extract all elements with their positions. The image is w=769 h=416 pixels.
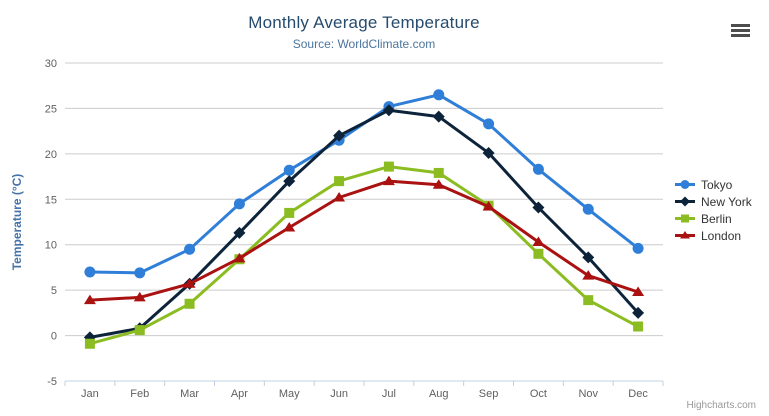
data-point[interactable] <box>382 104 395 117</box>
data-point[interactable] <box>83 294 96 305</box>
x-axis: Jan Feb Mar Apr May Jun Jul Aug Sep Oct Nov Dec <box>64 380 664 400</box>
x-tick-label: Dec <box>628 388 648 400</box>
legend-item-tokyo[interactable]: Tokyo <box>674 176 752 193</box>
data-point[interactable] <box>383 161 394 172</box>
series-tokyo <box>84 89 644 279</box>
legend-item-label: New York <box>701 194 752 209</box>
data-point[interactable] <box>134 325 145 336</box>
x-tick-label: Feb <box>130 388 149 400</box>
data-point[interactable] <box>84 338 95 349</box>
data-point[interactable] <box>233 226 246 239</box>
x-tick-label: Aug <box>429 388 449 400</box>
y-tick-label: 15 <box>45 194 57 206</box>
data-point[interactable] <box>382 175 395 186</box>
data-point[interactable] <box>483 118 495 130</box>
data-point[interactable] <box>583 295 594 306</box>
hamburger-icon <box>731 24 750 37</box>
legend-item-label: Berlin <box>701 211 732 226</box>
data-point[interactable] <box>633 321 644 332</box>
legend-item-london[interactable]: London <box>674 227 752 244</box>
series-london <box>83 175 645 305</box>
data-point[interactable] <box>184 243 196 255</box>
data-point[interactable] <box>532 236 545 246</box>
data-point[interactable] <box>283 164 295 176</box>
y-tick-label: 5 <box>51 285 57 297</box>
legend-symbol <box>680 180 690 189</box>
data-point[interactable] <box>632 286 645 296</box>
data-point[interactable] <box>233 198 245 210</box>
data-point[interactable] <box>632 242 644 254</box>
y-tick-label: 25 <box>45 103 57 115</box>
y-tick-label: 30 <box>45 58 57 70</box>
y-tick-label: 10 <box>45 240 57 252</box>
x-tick-label: Nov <box>578 388 598 400</box>
data-point[interactable] <box>284 207 295 218</box>
data-point[interactable] <box>582 251 595 264</box>
data-point[interactable] <box>482 201 495 211</box>
data-point[interactable] <box>582 203 594 215</box>
x-tick-label: May <box>279 388 300 400</box>
square-marker-icon <box>675 214 695 223</box>
legend-symbol <box>681 214 689 223</box>
legend-item-new-york[interactable]: New York <box>674 193 752 210</box>
y-tick-label: -5 <box>47 376 57 388</box>
data-point[interactable] <box>432 179 445 189</box>
diamond-marker-icon <box>675 196 695 207</box>
data-point[interactable] <box>233 252 246 263</box>
data-point[interactable] <box>283 221 296 232</box>
data-point[interactable] <box>84 266 96 278</box>
data-point[interactable] <box>334 176 345 187</box>
data-point[interactable] <box>183 278 196 288</box>
triangle-marker-icon <box>675 231 695 239</box>
export-menu-button[interactable] <box>729 22 752 39</box>
x-tick-label: Jul <box>382 388 396 400</box>
chart-title: Monthly Average Temperature <box>248 13 480 32</box>
data-point[interactable] <box>532 201 545 214</box>
data-point[interactable] <box>333 191 346 202</box>
circle-marker-icon <box>675 180 695 189</box>
legend-symbol <box>680 231 690 239</box>
legend-symbol <box>680 196 690 207</box>
legend-item-label: Tokyo <box>701 177 733 192</box>
data-point[interactable] <box>632 306 645 319</box>
x-tick-label: Sep <box>479 388 499 400</box>
series-line-berlin[interactable] <box>88 165 640 346</box>
data-point[interactable] <box>433 167 444 178</box>
series-line-london[interactable] <box>88 179 640 302</box>
data-point[interactable] <box>184 298 195 309</box>
gridlines <box>65 62 663 382</box>
y-axis: -5 0 5 10 15 20 25 30 <box>45 58 57 388</box>
legend-item-berlin[interactable]: Berlin <box>674 210 752 227</box>
y-tick-label: 0 <box>51 331 57 343</box>
data-point[interactable] <box>134 267 146 279</box>
data-point[interactable] <box>532 163 544 175</box>
series-group <box>83 89 645 349</box>
series-line-new-york[interactable] <box>88 108 640 339</box>
credits-link[interactable]: Highcharts.com <box>686 400 756 411</box>
data-point[interactable] <box>432 110 445 123</box>
data-point[interactable] <box>433 89 445 101</box>
x-tick-label: Mar <box>180 388 199 400</box>
x-tick-label: Oct <box>530 388 547 400</box>
x-tick-label: Apr <box>231 388 248 400</box>
legend: Tokyo New York Berlin London <box>674 176 752 244</box>
legend-item-label: London <box>701 228 742 243</box>
data-point[interactable] <box>533 248 544 259</box>
y-tick-label: 20 <box>45 149 57 161</box>
y-axis-title: Temperature (°C) <box>10 174 24 271</box>
series-new-york <box>83 104 645 344</box>
chart-subtitle: Source: WorldClimate.com <box>292 37 436 51</box>
data-point[interactable] <box>333 129 346 142</box>
data-point[interactable] <box>133 291 146 302</box>
data-point[interactable] <box>482 146 495 159</box>
data-point[interactable] <box>582 270 595 280</box>
x-tick-label: Jan <box>81 388 99 400</box>
x-tick-label: Jun <box>330 388 348 400</box>
data-point[interactable] <box>283 175 296 188</box>
